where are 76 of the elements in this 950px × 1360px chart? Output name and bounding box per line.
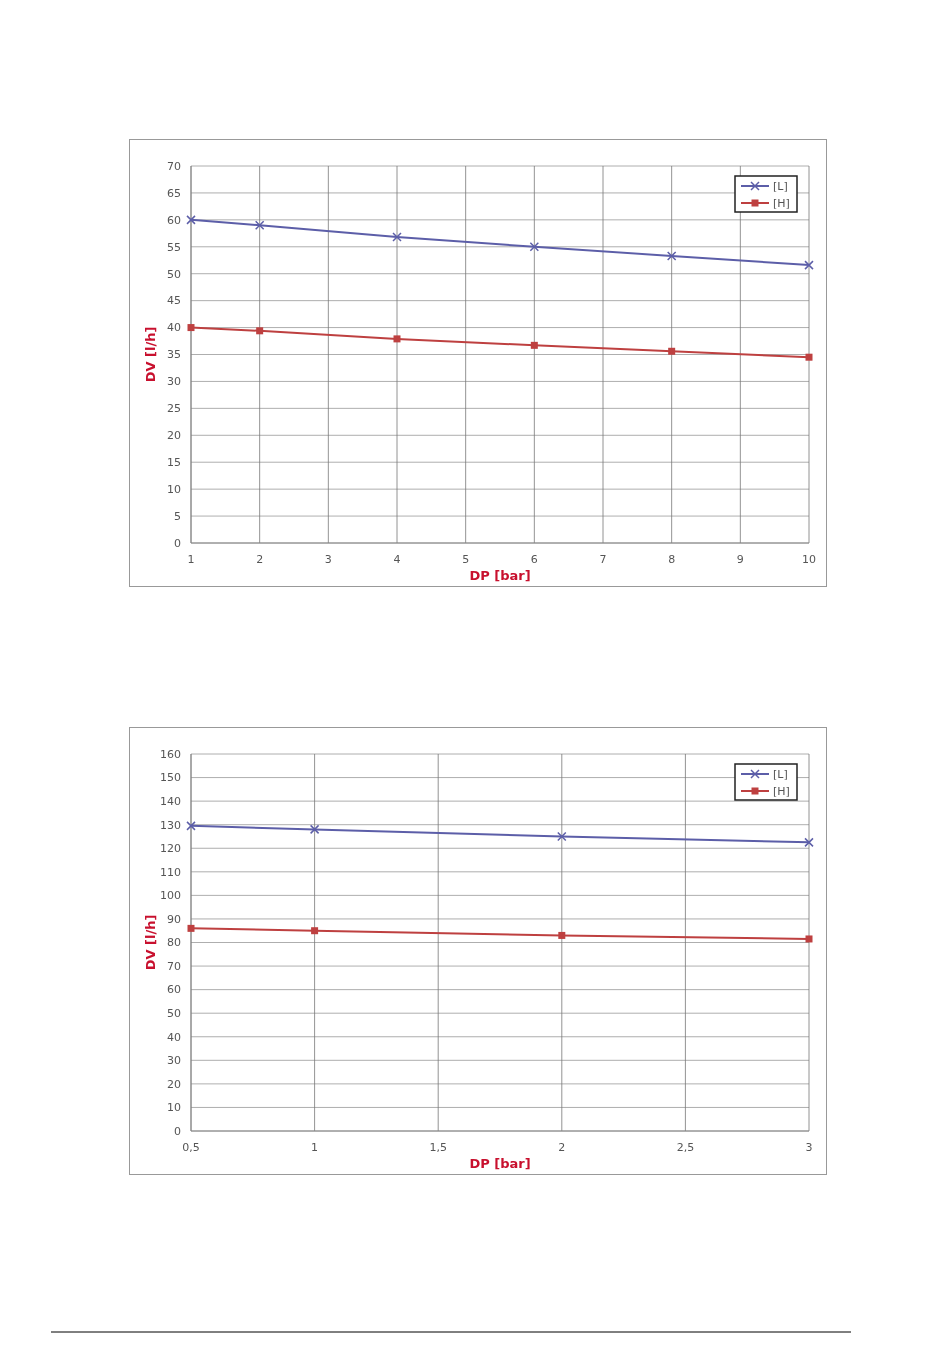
- y-tick-label: 30: [167, 1054, 181, 1068]
- y-tick-label: 10: [167, 482, 181, 496]
- point: [530, 341, 538, 349]
- x-tick-label: 3: [324, 553, 332, 566]
- point: [804, 260, 814, 270]
- x-tick-label: 9: [736, 553, 744, 566]
- y-tick-label: 150: [160, 771, 181, 785]
- point: [311, 927, 319, 935]
- point: [392, 232, 402, 242]
- y-tick-label: 50: [167, 267, 181, 281]
- x-tick-label: 0,5: [182, 1141, 200, 1154]
- y-tick-label: 160: [160, 747, 181, 761]
- point: [529, 242, 540, 252]
- x-tick-label: 1: [187, 553, 195, 566]
- y-tick-label: 65: [167, 186, 181, 200]
- x-tick-label: 6: [530, 553, 538, 566]
- point: [186, 215, 196, 225]
- x-tick-label: 2: [256, 553, 264, 566]
- y-tick-label: 90: [167, 912, 181, 926]
- y-tick-label: 0: [174, 536, 181, 550]
- legend-label: [H]: [773, 784, 790, 798]
- point: [187, 924, 195, 932]
- point: [805, 353, 813, 361]
- point: [186, 821, 196, 831]
- legend-label: [H]: [773, 196, 790, 210]
- x-tick-label: 5: [462, 553, 470, 566]
- legend-label: [L]: [773, 179, 788, 193]
- y-tick-label: 40: [167, 1030, 181, 1044]
- y-tick-label: 20: [167, 429, 181, 443]
- y-axis-title: DV [l/h]: [143, 326, 158, 383]
- y-tick-label: 15: [167, 456, 181, 470]
- y-tick-label: 110: [160, 865, 181, 879]
- y-tick-label: 5: [174, 509, 181, 523]
- y-tick-label: 130: [160, 818, 181, 832]
- y-tick-label: 30: [167, 375, 181, 389]
- x-tick-label: 4: [393, 553, 401, 566]
- point: [254, 220, 265, 230]
- legend-label: [L]: [773, 767, 788, 781]
- point: [558, 931, 566, 939]
- y-tick-label: 140: [160, 794, 181, 808]
- x-axis-title: DP [bar]: [469, 1156, 531, 1171]
- y-tick-label: 60: [167, 213, 181, 227]
- point: [805, 935, 813, 943]
- x-tick-label: 8: [668, 553, 676, 566]
- y-tick-label: 35: [167, 348, 181, 362]
- point: [309, 824, 320, 835]
- x-tick-label: 1,5: [429, 1141, 447, 1154]
- x-tick-label: 10: [802, 553, 816, 566]
- y-tick-label: 40: [167, 321, 181, 335]
- y-tick-label: 100: [160, 889, 181, 903]
- point: [666, 251, 677, 261]
- y-tick-label: 60: [167, 983, 181, 997]
- point: [668, 347, 676, 355]
- y-tick-label: 45: [167, 294, 181, 308]
- x-tick-label: 7: [599, 553, 607, 566]
- x-tick-label: 3: [805, 1141, 813, 1154]
- x-tick-label: 2,5: [676, 1141, 695, 1154]
- y-tick-label: 120: [160, 842, 181, 856]
- y-tick-label: 20: [167, 1077, 181, 1091]
- point: [256, 327, 264, 335]
- y-tick-label: 0: [174, 1124, 181, 1138]
- y-tick-label: 70: [167, 159, 181, 173]
- x-tick-label: 2: [558, 1141, 566, 1154]
- y-tick-label: 70: [167, 959, 181, 973]
- y-tick-label: 80: [167, 936, 181, 950]
- x-tick-label: 1: [311, 1141, 319, 1154]
- point: [557, 831, 567, 842]
- y-tick-label: 10: [167, 1101, 181, 1115]
- point: [187, 324, 195, 332]
- y-tick-label: 55: [167, 240, 181, 254]
- y-axis-title: DV [l/h]: [143, 914, 158, 971]
- y-tick-label: 25: [167, 402, 181, 416]
- y-tick-label: 50: [167, 1007, 181, 1021]
- x-axis-title: DP [bar]: [469, 568, 531, 583]
- point: [804, 837, 814, 848]
- point: [393, 335, 401, 343]
